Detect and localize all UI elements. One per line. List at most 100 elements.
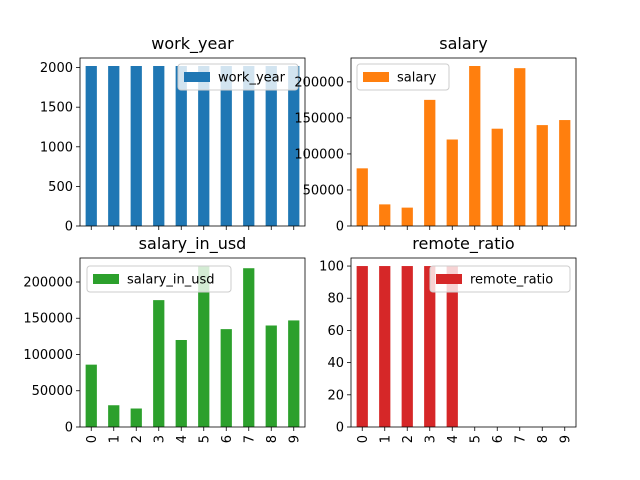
- y-tick-label: 1500: [40, 101, 73, 116]
- y-tick-label: 200000: [294, 75, 344, 90]
- bar-salary_in_usd-1: [108, 405, 120, 427]
- bar-work_year-9: [288, 66, 300, 226]
- y-tick-label: 0: [65, 220, 73, 235]
- bar-remote_ratio-2: [401, 266, 413, 427]
- x-tick-label: 5: [197, 435, 212, 443]
- y-tick-label: 100000: [294, 147, 344, 162]
- y-tick-label: 60: [327, 324, 344, 339]
- legend-swatch: [363, 72, 389, 82]
- x-tick-label: 2: [401, 435, 416, 443]
- bar-salary_in_usd-8: [265, 325, 277, 427]
- subplot-title: salary_in_usd: [139, 234, 247, 254]
- bar-work_year-4: [175, 66, 187, 226]
- legend: salary_in_usd: [86, 265, 232, 293]
- bar-salary-3: [424, 99, 436, 226]
- bar-work_year-0: [85, 66, 97, 226]
- bar-salary-5: [469, 66, 481, 226]
- subplot-title: salary: [439, 34, 487, 53]
- bar-salary_in_usd-9: [288, 320, 300, 427]
- y-tick-label: 2000: [40, 61, 73, 76]
- x-tick-label: 0: [356, 435, 371, 443]
- subplot-work_year: 0 500 1000 1500 2000 work_year work_year: [40, 34, 306, 235]
- x-tick-label: 4: [175, 435, 190, 443]
- bar-remote_ratio-1: [379, 266, 391, 427]
- subplot-title: remote_ratio: [412, 234, 514, 254]
- bar-salary_in_usd-3: [153, 300, 165, 427]
- bar-work_year-2: [130, 66, 142, 226]
- y-tick-label: 100: [319, 260, 344, 275]
- y-tick-label: 80: [327, 292, 344, 307]
- x-tick-label: 3: [423, 435, 438, 443]
- x-tick-label: 4: [446, 435, 461, 443]
- y-tick-label: 50000: [32, 384, 73, 399]
- y-tick-label: 50000: [303, 183, 344, 198]
- x-tick-label: 7: [513, 435, 528, 443]
- x-tick-label: 3: [152, 435, 167, 443]
- y-tick-label: 40: [327, 356, 344, 371]
- bar-salary-7: [514, 68, 526, 226]
- y-tick-label: 100000: [23, 348, 73, 363]
- bar-salary-1: [379, 204, 391, 226]
- y-tick-label: 500: [48, 180, 73, 195]
- axes-frame: [350, 57, 577, 227]
- bar-remote_ratio-4: [446, 266, 458, 427]
- bar-salary_in_usd-0: [85, 364, 97, 427]
- bar-salary-4: [446, 139, 458, 226]
- bar-salary_in_usd-4: [175, 339, 187, 427]
- legend: work_year: [177, 63, 299, 91]
- x-tick-label: 2: [130, 435, 145, 443]
- legend: remote_ratio: [429, 265, 571, 293]
- x-tick-label: 8: [265, 435, 280, 443]
- subplot-title: work_year: [151, 34, 234, 54]
- axes-frame: [79, 57, 306, 227]
- legend-label: remote_ratio: [470, 273, 553, 288]
- legend-swatch: [184, 72, 210, 82]
- bar-salary_in_usd-2: [130, 408, 142, 427]
- x-tick-label: 1: [378, 435, 393, 443]
- x-tick-label: 6: [220, 435, 235, 443]
- legend-swatch: [436, 274, 462, 284]
- y-tick-label: 200000: [23, 275, 73, 290]
- bar-remote_ratio-3: [424, 266, 436, 427]
- bar-salary-8: [536, 125, 548, 226]
- bar-salary-0: [356, 168, 368, 226]
- axes-frame: [350, 257, 577, 428]
- legend-box: [177, 63, 299, 91]
- y-tick-label: 0: [65, 421, 73, 436]
- legend-label: work_year: [218, 71, 286, 86]
- legend-box: [86, 265, 232, 293]
- bar-work_year-8: [265, 66, 277, 226]
- bar-salary_in_usd-7: [243, 268, 255, 427]
- x-tick-label: 5: [468, 435, 483, 443]
- y-tick-label: 0: [336, 421, 344, 436]
- x-tick-label: 1: [107, 435, 122, 443]
- legend-label: salary: [397, 71, 437, 86]
- legend: salary: [356, 63, 450, 91]
- bar-salary-6: [491, 128, 503, 226]
- x-tick-label: 0: [85, 435, 100, 443]
- legend-box: [429, 265, 571, 293]
- bar-work_year-5: [198, 66, 210, 226]
- y-tick-label: 1000: [40, 140, 73, 155]
- x-tick-label: 7: [242, 435, 257, 443]
- bar-work_year-1: [108, 66, 120, 226]
- y-tick-label: 20: [327, 388, 344, 403]
- bar-work_year-6: [220, 66, 232, 226]
- bar-salary-9: [559, 120, 571, 226]
- y-tick-label: 150000: [294, 111, 344, 126]
- bar-salary_in_usd-6: [220, 329, 232, 427]
- y-tick-label: 150000: [23, 312, 73, 327]
- bar-remote_ratio-0: [356, 266, 368, 427]
- y-tick-label: 0: [336, 220, 344, 235]
- x-tick-label: 6: [491, 435, 506, 443]
- bar-work_year-7: [243, 66, 255, 226]
- legend-box: [356, 63, 450, 91]
- bar-work_year-3: [153, 66, 165, 226]
- x-tick-label: 8: [536, 435, 551, 443]
- legend-label: salary_in_usd: [127, 273, 214, 288]
- x-tick-label: 9: [287, 435, 302, 443]
- bar-salary_in_usd-5: [198, 266, 210, 427]
- bar-salary-2: [401, 207, 413, 226]
